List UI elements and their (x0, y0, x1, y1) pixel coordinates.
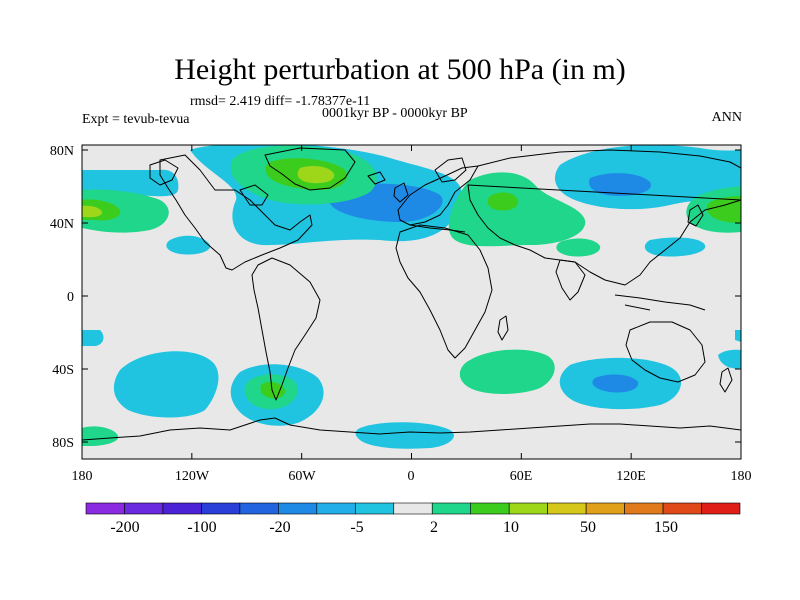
coast-antarctica (82, 417, 741, 441)
core-east-asia-mid (589, 173, 651, 196)
x-tick-120w: 120W (175, 469, 210, 484)
coast-south-america (251, 257, 321, 401)
colorbar-label-150: 150 (654, 519, 678, 536)
colorbar-swatch-10 (470, 502, 510, 515)
coast-mediterranean (409, 224, 466, 233)
colorbar-swatch-1 (124, 502, 164, 515)
core-europe-bright-green (487, 192, 519, 211)
y-tick-40s: 40S (52, 363, 74, 378)
colorbar-swatch-12 (547, 502, 587, 515)
anomaly-europe-green (448, 172, 586, 247)
colorbar (85, 502, 741, 515)
colorbar-swatch-3 (201, 502, 241, 515)
colorbar-label-neg100: -100 (187, 519, 216, 536)
coast-hudson-bay (239, 184, 269, 206)
coast-alaska (149, 159, 179, 186)
colorbar-label-50: 50 (580, 519, 596, 536)
colorbar-swatch-2 (162, 502, 202, 515)
anomaly-south-atlantic-green (459, 349, 555, 394)
coast-asia (467, 149, 741, 286)
coast-north-america (159, 154, 313, 271)
colorbar-label-2: 2 (430, 519, 438, 536)
y-axis-tick-labels: 80N 40N 0 40S 80S (50, 144, 74, 451)
x-tick-180-left: 180 (72, 469, 93, 484)
colorbar-swatch-16 (701, 502, 741, 515)
coast-europe (397, 165, 479, 226)
stats-label: rmsd= 2.419 diff= -1.78377e-11 (190, 94, 371, 109)
coast-greenland (264, 147, 356, 191)
anomaly-antarctic-west-green (82, 426, 119, 446)
colorbar-swatch-11 (508, 502, 548, 515)
anomaly-pacific-east-blue (644, 237, 706, 257)
core-greenland-yellow-green (297, 166, 335, 184)
anomaly-north-pacific-blue (82, 169, 179, 197)
core-west-pacific-yellow-green (82, 205, 103, 218)
coast-indonesia (614, 294, 706, 311)
colorbar-swatch-13 (585, 502, 625, 515)
coastlines (82, 147, 741, 441)
x-tick-0: 0 (408, 469, 415, 484)
season-label: ANN (711, 110, 742, 125)
coast-new-zealand (719, 367, 733, 393)
yellow-green-cores (82, 166, 335, 218)
colorbar-label-neg5: -5 (350, 519, 363, 536)
y-tick-80s: 80S (52, 436, 74, 451)
axis-tick-marks (81, 145, 742, 459)
colorbar-swatch-5 (278, 502, 318, 515)
period-label: 0001kyr BP - 0000kyr BP (322, 106, 468, 121)
y-tick-80n: 80N (50, 144, 74, 159)
anomaly-west-pacific-green (82, 189, 169, 233)
y-tick-0: 0 (67, 290, 74, 305)
anomaly-east-edge-south-blue (718, 349, 741, 369)
anomaly-east-edge-mid-blue (735, 330, 741, 342)
colorbar-label-neg200: -200 (110, 519, 139, 536)
coast-madagascar (497, 315, 509, 341)
coast-iceland (367, 171, 386, 185)
x-tick-120e: 120E (616, 469, 646, 484)
anomaly-southeast-pacific-blue (113, 351, 219, 418)
colorbar-swatch-9 (431, 502, 472, 515)
colorbar-swatch-8 (393, 502, 433, 515)
coast-uk (393, 182, 409, 203)
core-south-indian-mid (592, 374, 639, 393)
colorbar-swatch-14 (624, 502, 664, 515)
colorbar-swatch-15 (662, 502, 702, 515)
core-south-america-bright-green (260, 382, 286, 399)
colorbar-swatch-0 (85, 502, 125, 515)
coast-australia (625, 321, 706, 383)
anomaly-west-edge-south-blue (82, 330, 104, 346)
coast-africa (395, 224, 493, 359)
experiment-label: Expt = tevub-tevua (82, 112, 190, 127)
anomaly-antarctic-blue (355, 422, 454, 449)
y-tick-40n: 40N (50, 217, 74, 232)
map-title: Height perturbation at 500 hPa (in m) (174, 53, 626, 86)
coast-japan (687, 204, 704, 227)
x-tick-180-right: 180 (731, 469, 752, 484)
colorbar-label-neg20: -20 (269, 519, 290, 536)
colorbar-label-10: 10 (503, 519, 519, 536)
anomaly-asia-mid-green (556, 238, 601, 257)
anomaly-central-pacific-blue (166, 235, 211, 255)
colorbar-labels: -200 -100 -20 -5 2 10 50 150 (110, 519, 678, 536)
x-tick-60e: 60E (510, 469, 533, 484)
colorbar-swatch-7 (354, 502, 395, 515)
colorbar-swatch-4 (239, 502, 279, 515)
x-axis-tick-labels: 180 120W 60W 0 60E 120E 180 (72, 469, 752, 484)
x-tick-60w: 60W (288, 469, 316, 484)
coast-scandinavia (434, 157, 467, 183)
coast-india (555, 259, 586, 301)
colorbar-swatch-6 (316, 502, 356, 515)
